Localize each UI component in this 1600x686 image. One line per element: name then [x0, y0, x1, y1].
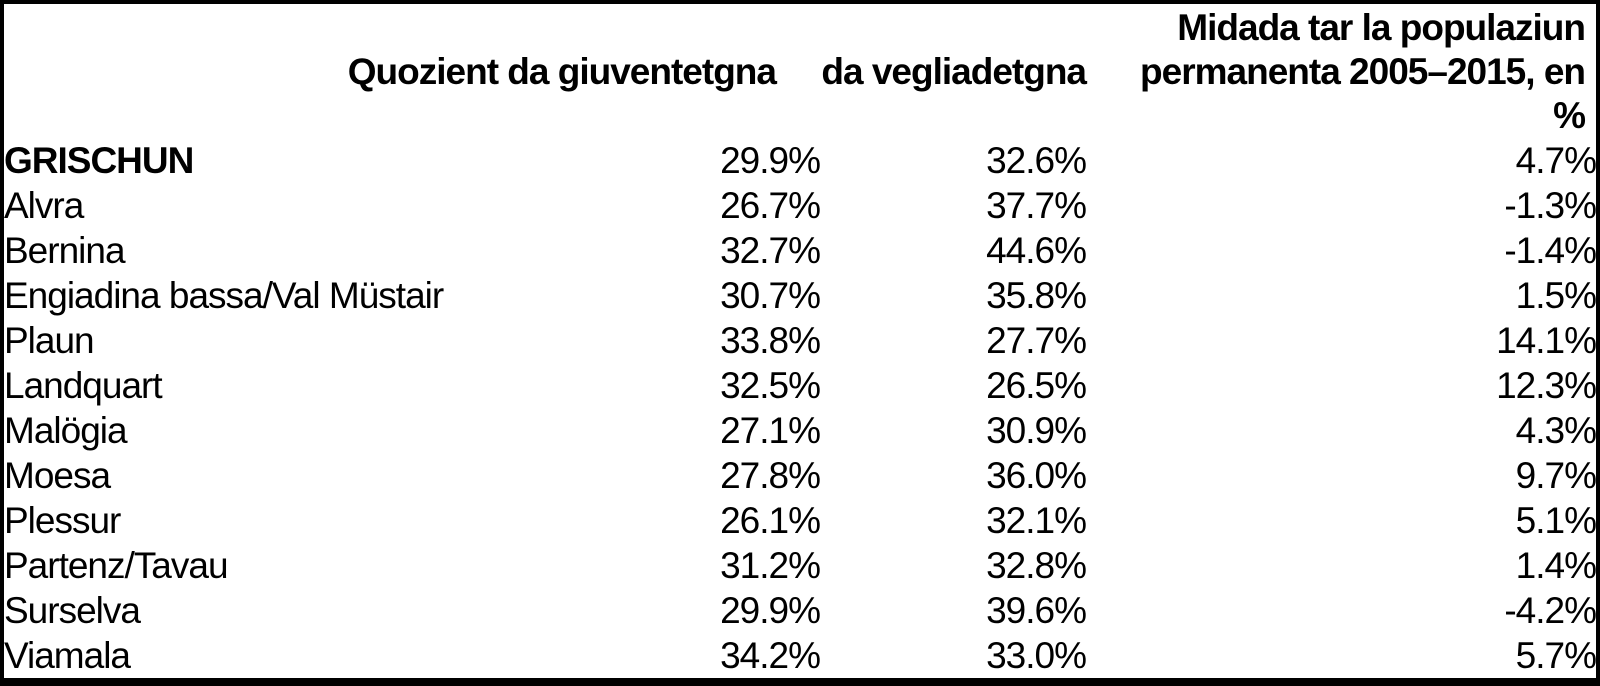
- population-change-header-line3: %: [1553, 95, 1586, 136]
- table-row: Surselva 29.9% 39.6% -4.2%: [4, 588, 1596, 633]
- region-name: GRISCHUN: [4, 140, 194, 181]
- old-age-quotient-value: 35.8%: [986, 275, 1087, 316]
- old-age-quotient-value: 36.0%: [986, 455, 1087, 496]
- region-name: Viamala: [4, 635, 131, 676]
- old-age-quotient-value: 32.8%: [986, 545, 1087, 586]
- population-change-value: 5.7%: [1515, 635, 1596, 676]
- table-row: Alvra 26.7% 37.7% -1.3%: [4, 183, 1596, 228]
- old-age-quotient-value: 33.0%: [986, 635, 1087, 676]
- population-change-header-line1: Midada tar la populaziun: [1177, 7, 1586, 48]
- table-row: Bernina 32.7% 44.6% -1.4%: [4, 228, 1596, 273]
- population-change-value: -1.3%: [1504, 185, 1596, 226]
- old-age-quotient-value: 32.6%: [986, 140, 1087, 181]
- old-age-quotient-value: 26.5%: [986, 365, 1087, 406]
- table-row: Viamala 34.2% 33.0% 5.7%: [4, 633, 1596, 678]
- region-name: Alvra: [4, 185, 84, 226]
- youth-quotient-value: 26.7%: [720, 185, 821, 226]
- youth-quotient-value: 30.7%: [720, 275, 821, 316]
- population-change-value: 4.3%: [1515, 410, 1596, 451]
- youth-quotient-value: 31.2%: [720, 545, 821, 586]
- population-change-value: 9.7%: [1515, 455, 1596, 496]
- table-row: Moesa 27.8% 36.0% 9.7%: [4, 453, 1596, 498]
- youth-quotient-value: 27.1%: [720, 410, 821, 451]
- table-row: Partenz/Tavau 31.2% 32.8% 1.4%: [4, 543, 1596, 588]
- old-age-quotient-value: 32.1%: [986, 500, 1087, 541]
- region-name: Moesa: [4, 455, 111, 496]
- old-age-quotient-value: 27.7%: [986, 320, 1087, 361]
- region-name: Engiadina bassa/Val Müstair: [4, 275, 444, 316]
- table-row: Engiadina bassa/Val Müstair 30.7% 35.8% …: [4, 273, 1596, 318]
- region-name: Plessur: [4, 500, 121, 541]
- youth-quotient-value: 32.5%: [720, 365, 821, 406]
- population-change-value: 14.1%: [1496, 320, 1596, 361]
- old-age-quotient-value: 39.6%: [986, 590, 1087, 631]
- youth-quotient-value: 26.1%: [720, 500, 821, 541]
- region-name: Partenz/Tavau: [4, 545, 229, 586]
- old-age-quotient-value: 44.6%: [986, 230, 1087, 271]
- youth-quotient-value: 29.9%: [720, 590, 821, 631]
- old-age-quotient-value: 30.9%: [986, 410, 1087, 451]
- youth-quotient-value: 29.9%: [720, 140, 821, 181]
- table-header: Midada tar la populaziun Quozient da giu…: [4, 4, 1596, 138]
- youth-quotient-header: Quozient da giuventetgna: [347, 51, 777, 92]
- population-change-value: -1.4%: [1504, 230, 1596, 271]
- youth-quotient-value: 27.8%: [720, 455, 821, 496]
- population-change-value: -4.2%: [1504, 590, 1596, 631]
- table-row: GRISCHUN 29.9% 32.6% 4.7%: [4, 138, 1596, 183]
- old-age-quotient-value: 37.7%: [986, 185, 1087, 226]
- population-change-value: 1.4%: [1515, 545, 1596, 586]
- region-name: Landquart: [4, 365, 163, 406]
- population-change-value: 4.7%: [1515, 140, 1596, 181]
- youth-quotient-value: 32.7%: [720, 230, 821, 271]
- population-change-value: 1.5%: [1515, 275, 1596, 316]
- region-name: Bernina: [4, 230, 126, 271]
- table-row: Malögia 27.1% 30.9% 4.3%: [4, 408, 1596, 453]
- table-row: Plessur 26.1% 32.1% 5.1%: [4, 498, 1596, 543]
- population-change-header-line2: permanenta 2005–2015, en: [1140, 51, 1586, 92]
- region-data-table: GRISCHUN 29.9% 32.6% 4.7% Alvra 26.7% 37…: [4, 138, 1596, 678]
- youth-quotient-value: 34.2%: [720, 635, 821, 676]
- region-name: Plaun: [4, 320, 95, 361]
- old-age-quotient-header: da vegliadetgna: [821, 51, 1087, 92]
- population-change-value: 12.3%: [1496, 365, 1596, 406]
- region-name: Malögia: [4, 410, 128, 451]
- population-change-value: 5.1%: [1515, 500, 1596, 541]
- youth-quotient-value: 33.8%: [720, 320, 821, 361]
- region-name: Surselva: [4, 590, 141, 631]
- table-row: Landquart 32.5% 26.5% 12.3%: [4, 363, 1596, 408]
- table-body: GRISCHUN 29.9% 32.6% 4.7% Alvra 26.7% 37…: [4, 138, 1596, 678]
- table-row: Plaun 33.8% 27.7% 14.1%: [4, 318, 1596, 363]
